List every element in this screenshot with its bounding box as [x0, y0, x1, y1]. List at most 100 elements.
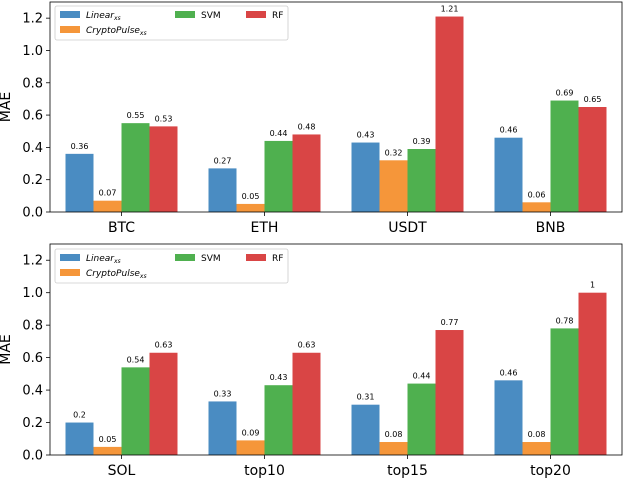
plot-frame — [49, 243, 623, 456]
y-axis-label: MAE — [0, 334, 14, 365]
legend-label: CryptoPulsexs — [86, 269, 147, 280]
bar-top10-series-1 — [208, 401, 237, 455]
bar-usdt-series-4 — [435, 16, 464, 212]
bar-data-label: 0.31 — [357, 393, 375, 402]
bar-top10-series-4 — [292, 352, 321, 455]
bar-data-label: 0.39 — [413, 137, 431, 146]
legend-label: SVM — [201, 254, 221, 264]
legend-label-subscript: xs — [139, 273, 147, 280]
legend-label: RF — [272, 254, 283, 264]
legend-swatch — [60, 11, 80, 18]
bar-usdt-series-3 — [407, 149, 436, 212]
legend-label-main: CryptoPulse — [86, 26, 140, 36]
legend-swatch — [246, 254, 266, 261]
legend-label-subscript: xs — [113, 258, 121, 265]
bar-data-label: 1 — [590, 281, 595, 290]
y-tick-label: 1.0 — [22, 44, 43, 59]
y-tick-label: 0.0 — [22, 206, 43, 221]
bar-data-label: 0.63 — [155, 341, 173, 350]
bar-top20-series-4 — [578, 292, 607, 455]
legend-swatch — [175, 254, 195, 261]
legend-label-subscript: xs — [139, 30, 147, 37]
legend-label-main: RF — [272, 11, 283, 21]
legend-label-main: SVM — [201, 254, 221, 264]
legend-label: CryptoPulsexs — [86, 26, 147, 37]
bar-top20-series-2 — [522, 442, 551, 455]
bar-top15-series-4 — [435, 330, 464, 455]
legend-label-main: CryptoPulse — [86, 269, 140, 279]
y-tick-label: 0.0 — [22, 449, 43, 464]
bar-btc-series-4 — [149, 126, 178, 212]
bar-data-label: 0.44 — [413, 372, 431, 381]
legend-label: RF — [272, 11, 283, 21]
bar-data-label: 0.44 — [270, 129, 288, 138]
bar-bnb-series-2 — [522, 202, 551, 212]
y-axis-label: MAE — [0, 92, 14, 123]
bar-data-label: 0.77 — [441, 318, 459, 327]
bar-data-label: 0.36 — [71, 142, 89, 151]
y-tick-label: 0.4 — [22, 141, 43, 156]
y-tick-label: 1.2 — [22, 254, 43, 269]
bar-top10-series-2 — [236, 440, 265, 455]
bar-top15-series-1 — [351, 404, 380, 455]
bar-bnb-series-1 — [494, 137, 523, 212]
bar-data-label: 0.06 — [528, 190, 546, 199]
bar-data-label: 0.55 — [127, 111, 145, 120]
bar-data-label: 0.08 — [528, 430, 546, 439]
legend-label-main: Linear — [86, 254, 115, 264]
bar-data-label: 0.33 — [214, 389, 232, 398]
legend-swatch — [175, 11, 195, 18]
bar-data-label: 1.21 — [441, 5, 459, 14]
bar-sol-series-1 — [65, 422, 94, 455]
y-tick-label: 1.2 — [22, 12, 43, 27]
chart-panel-2: 0.0 0.2 0.4 0.6 0.8 1.0 1.2 MAE 0.2 0.05 0.54 0.63 S… — [0, 243, 623, 479]
y-tick-label: 0.8 — [22, 76, 43, 91]
x-category-label: BNB — [536, 220, 566, 236]
x-category-label: ETH — [251, 220, 279, 236]
bar-top20-series-1 — [494, 380, 523, 455]
x-category-label: USDT — [388, 220, 427, 236]
x-category-label: SOL — [108, 463, 136, 479]
legend-swatch — [60, 269, 80, 276]
bar-top10-series-3 — [264, 385, 293, 455]
bar-sol-series-3 — [121, 367, 150, 455]
legend-swatch — [60, 254, 80, 261]
bar-bnb-series-4 — [578, 107, 607, 212]
bar-data-label: 0.43 — [270, 373, 288, 382]
bar-top15-series-3 — [407, 383, 436, 455]
bar-eth-series-3 — [264, 140, 293, 212]
legend-label: SVM — [201, 11, 221, 21]
bar-btc-series-2 — [93, 200, 122, 212]
bar-sol-series-4 — [149, 352, 178, 455]
legend-label: Linearxs — [86, 11, 121, 22]
bar-data-label: 0.09 — [242, 428, 260, 437]
y-tick-label: 0.2 — [22, 173, 43, 188]
legend-label-subscript: xs — [113, 15, 121, 22]
y-tick-label: 0.4 — [22, 384, 43, 399]
bar-data-label: 0.05 — [99, 435, 117, 444]
bar-data-label: 0.69 — [556, 89, 574, 98]
bar-top15-series-2 — [379, 442, 408, 455]
bar-data-label: 0.07 — [99, 189, 117, 198]
y-tick-label: 0.2 — [22, 416, 43, 431]
legend-swatch — [60, 26, 80, 33]
legend-swatch — [246, 11, 266, 18]
bar-data-label: 0.46 — [500, 126, 518, 135]
x-category-label: BTC — [108, 220, 135, 236]
x-category-label: top10 — [244, 463, 285, 479]
bar-data-label: 0.53 — [155, 114, 173, 123]
chart-panel-1: 0.0 0.2 0.4 0.6 0.8 1.0 1.2 MAE 0.36 0.07 0.55 0.53… — [0, 1, 623, 236]
legend-label: Linearxs — [86, 254, 121, 265]
bar-usdt-series-2 — [379, 160, 408, 212]
y-tick-label: 0.6 — [22, 351, 43, 366]
legend-box — [54, 248, 289, 284]
bar-data-label: 0.27 — [214, 156, 232, 165]
bar-eth-series-1 — [208, 168, 237, 212]
bar-data-label: 0.43 — [357, 131, 375, 140]
bar-data-label: 0.54 — [127, 355, 145, 364]
bar-eth-series-2 — [236, 203, 265, 212]
bar-data-label: 0.2 — [73, 411, 86, 420]
bar-top20-series-3 — [550, 328, 579, 455]
